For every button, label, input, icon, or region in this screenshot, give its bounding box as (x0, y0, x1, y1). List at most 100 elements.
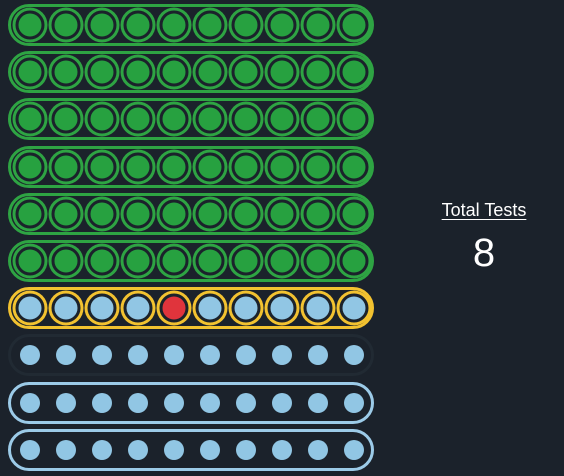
test-status-dot-pending (127, 392, 148, 413)
test-row (8, 240, 374, 282)
test-status-dot-pending (55, 392, 76, 413)
test-status-dot-pending (15, 293, 44, 323)
test-status-dot-passed (123, 57, 152, 87)
test-status-dot-passed (51, 246, 80, 276)
test-status-dot-pending (231, 293, 260, 323)
test-status-dot-pending (163, 392, 184, 413)
test-status-dot-passed (339, 104, 368, 134)
test-row (8, 428, 374, 471)
test-status-dot-passed (231, 199, 260, 229)
test-status-dot-pending (343, 439, 364, 460)
test-status-dot-pending (51, 293, 80, 323)
test-status-dot-pending (339, 293, 368, 323)
test-status-dot-passed (339, 199, 368, 229)
test-status-dot-passed (123, 152, 152, 182)
test-status-dot-passed (15, 199, 44, 229)
test-status-dot-pending (271, 439, 292, 460)
test-status-dot-passed (195, 199, 224, 229)
test-status-dot-passed (159, 10, 188, 40)
test-status-dot-passed (159, 199, 188, 229)
test-row (8, 381, 374, 424)
test-status-dot-pending (19, 439, 40, 460)
test-status-dot-passed (339, 10, 368, 40)
test-status-dot-passed (51, 152, 80, 182)
test-status-dot-pending (271, 345, 292, 366)
test-status-dot-passed (87, 57, 116, 87)
test-status-dot-pending (19, 345, 40, 366)
test-status-dot-passed (51, 104, 80, 134)
test-status-dot-passed (195, 10, 224, 40)
test-status-dot-passed (267, 246, 296, 276)
test-status-dot-passed (231, 10, 260, 40)
test-status-dot-pending (235, 345, 256, 366)
test-status-dot-pending (55, 345, 76, 366)
test-status-dot-passed (231, 152, 260, 182)
test-status-dot-pending (127, 439, 148, 460)
test-status-dot-pending (163, 439, 184, 460)
test-status-dot-failed (159, 293, 188, 323)
test-status-dot-passed (15, 152, 44, 182)
test-status-dot-passed (15, 10, 44, 40)
test-status-dot-passed (303, 246, 332, 276)
test-status-dot-pending (127, 345, 148, 366)
test-status-dot-pending (163, 345, 184, 366)
test-status-dot-passed (339, 57, 368, 87)
test-status-dot-pending (235, 439, 256, 460)
test-status-dot-passed (15, 246, 44, 276)
test-status-dot-passed (159, 104, 188, 134)
test-status-dot-pending (199, 392, 220, 413)
test-status-dot-passed (303, 57, 332, 87)
test-status-dot-passed (87, 246, 116, 276)
test-status-dot-pending (307, 345, 328, 366)
test-status-dot-passed (267, 57, 296, 87)
test-status-dot-passed (15, 57, 44, 87)
test-status-dot-passed (159, 57, 188, 87)
test-status-dot-passed (159, 152, 188, 182)
test-status-dot-passed (123, 104, 152, 134)
test-status-dot-passed (51, 199, 80, 229)
test-status-dot-passed (123, 246, 152, 276)
test-status-dot-passed (267, 104, 296, 134)
test-status-dot-pending (123, 293, 152, 323)
test-status-dot-pending (343, 392, 364, 413)
test-status-dot-passed (123, 199, 152, 229)
test-status-dot-passed (231, 104, 260, 134)
test-status-dot-passed (159, 246, 188, 276)
test-status-dot-passed (267, 10, 296, 40)
test-status-dot-passed (87, 10, 116, 40)
test-status-dot-passed (15, 104, 44, 134)
test-status-dot-passed (123, 10, 152, 40)
test-status-dot-passed (303, 10, 332, 40)
test-row (8, 145, 374, 188)
test-row (8, 4, 374, 46)
summary-panel: Total Tests 8 (384, 200, 564, 276)
test-row (8, 98, 374, 141)
test-status-dot-passed (87, 152, 116, 182)
test-status-dot-pending (195, 293, 224, 323)
test-status-dot-passed (231, 246, 260, 276)
test-status-dot-passed (303, 104, 332, 134)
total-tests-value: 8 (472, 231, 496, 275)
test-status-dot-pending (87, 293, 116, 323)
test-status-dot-pending (91, 439, 112, 460)
test-row (8, 51, 374, 94)
test-status-dot-pending (199, 345, 220, 366)
total-tests-label: Total Tests (441, 200, 527, 220)
test-status-dot-pending (235, 392, 256, 413)
test-status-dot-pending (267, 293, 296, 323)
test-status-dot-passed (267, 152, 296, 182)
test-status-dot-pending (199, 439, 220, 460)
test-status-dot-passed (267, 199, 296, 229)
test-status-dot-passed (87, 199, 116, 229)
test-status-dot-pending (303, 293, 332, 323)
test-status-dot-passed (339, 246, 368, 276)
test-status-dot-passed (231, 57, 260, 87)
test-status-dot-passed (195, 57, 224, 87)
test-status-dot-pending (307, 392, 328, 413)
test-status-dot-passed (339, 152, 368, 182)
test-status-dot-pending (19, 392, 40, 413)
test-status-dot-pending (91, 345, 112, 366)
test-row (8, 192, 374, 235)
test-row (8, 334, 374, 377)
test-status-dot-pending (307, 439, 328, 460)
